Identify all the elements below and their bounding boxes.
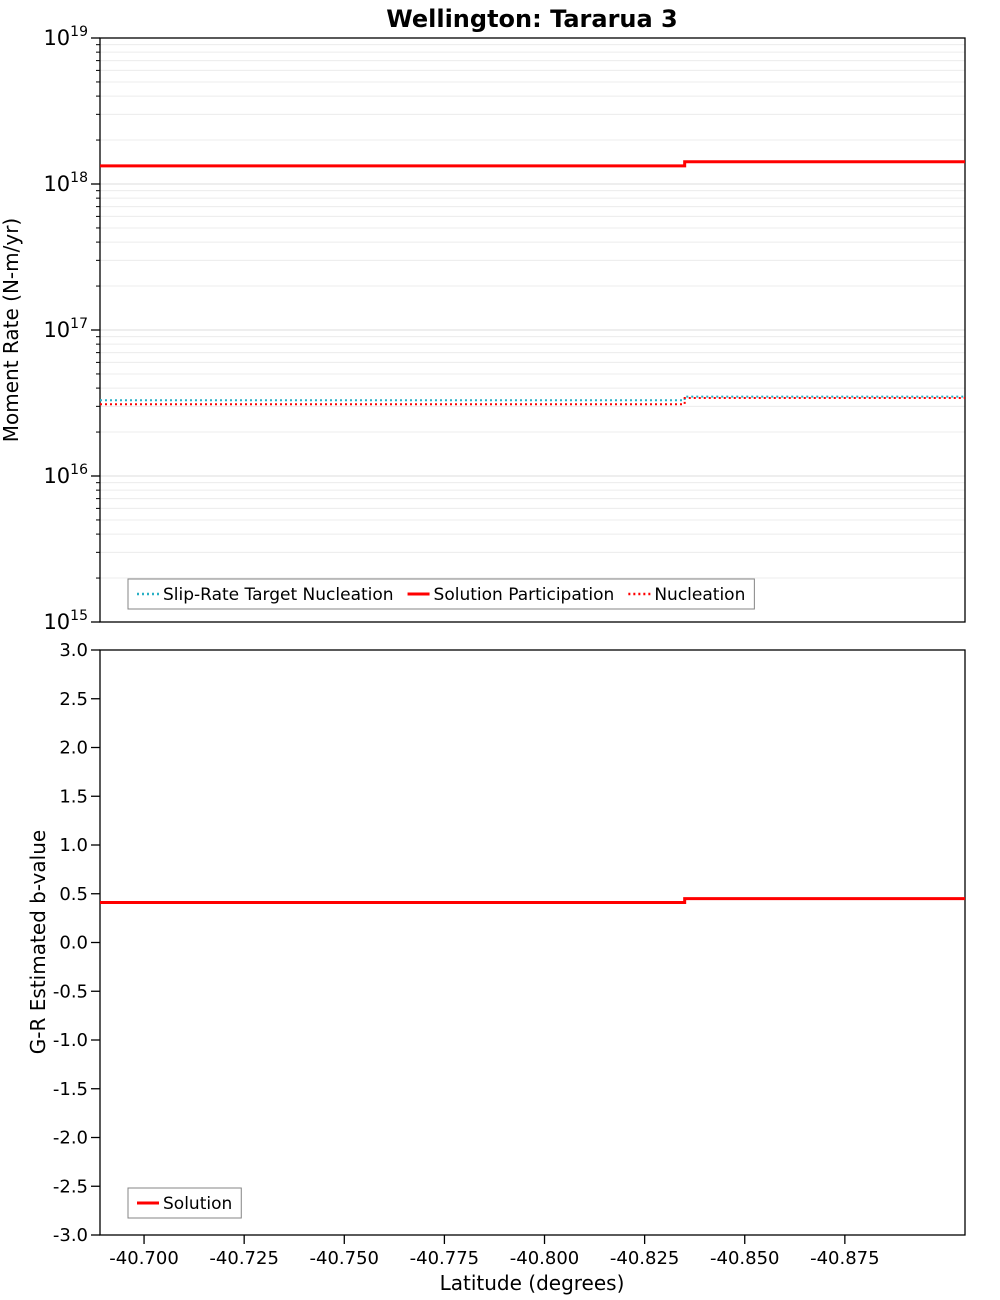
y-tick-label: 1019 [43,24,88,50]
x-tick-label: -40.800 [510,1248,579,1269]
legend: Slip-Rate Target Nucleation Solution Part… [127,578,755,610]
b-value-axis-label: G-R Estimated b-value [26,830,50,1054]
y-tick-label: 1015 [43,608,88,634]
y-tick-label: -0.5 [53,981,88,1002]
x-tick-label: -40.775 [410,1248,479,1269]
legend: Solution [127,1187,242,1219]
legend-label: Solution Participation [434,585,615,605]
y-tick-label: 1.5 [59,786,88,807]
y-tick-label: 0.5 [59,884,88,905]
series-line-solution [100,897,965,905]
y-tick-label: 1017 [43,316,88,342]
y-tick-label: 1018 [43,170,88,196]
series-line-solution-participation [100,160,965,168]
y-tick-label: -1.0 [53,1030,88,1051]
legend-label: Solution [163,1194,232,1214]
b-value-chart: G-R Estimated b-value Latitude (degrees)… [26,640,966,1295]
moment-rate-plot-area: 1015 1016 1017 1018 1019 Slip-Rate Target Nuc… [43,24,966,634]
plot-border [99,649,966,1236]
y-tick-label: 0.0 [59,933,88,954]
latitude-axis-label: Latitude (degrees) [440,1271,625,1295]
x-tick-label: -40.725 [209,1248,278,1269]
series-line-nucleation [100,397,965,406]
y-tick-label: -2.0 [53,1128,88,1149]
moment-rate-axis-label: Moment Rate (N-m/yr) [0,218,23,442]
y-tick-label: -1.5 [53,1079,88,1100]
x-tick-label: -40.700 [109,1248,178,1269]
x-tick-label: -40.825 [610,1248,679,1269]
y-tick-label: 1016 [43,462,88,488]
chart-title: Wellington: Tararua 3 [386,5,678,33]
legend-label: Slip-Rate Target Nucleation [163,585,394,605]
legend-label: Nucleation [654,585,745,605]
y-tick-label: 1.0 [59,835,88,856]
y-tick-label: -2.5 [53,1176,88,1197]
x-tick-label: -40.750 [310,1248,379,1269]
y-tick-label: 2.0 [59,738,88,759]
x-tick-label: -40.875 [810,1248,879,1269]
y-tick-label: -3.0 [53,1225,88,1246]
b-value-plot-area: 3.0 2.5 2.0 1.5 1.0 0.5 0.0 -0.5 -1.0 -1.5 -2.0 -2.… [53,640,966,1269]
x-tick-label: -40.850 [710,1248,779,1269]
moment-rate-chart: Wellington: Tararua 3 Moment Rate (N-m/y… [0,5,966,634]
y-tick-label: 2.5 [59,689,88,710]
y-tick-label: 3.0 [59,640,88,661]
